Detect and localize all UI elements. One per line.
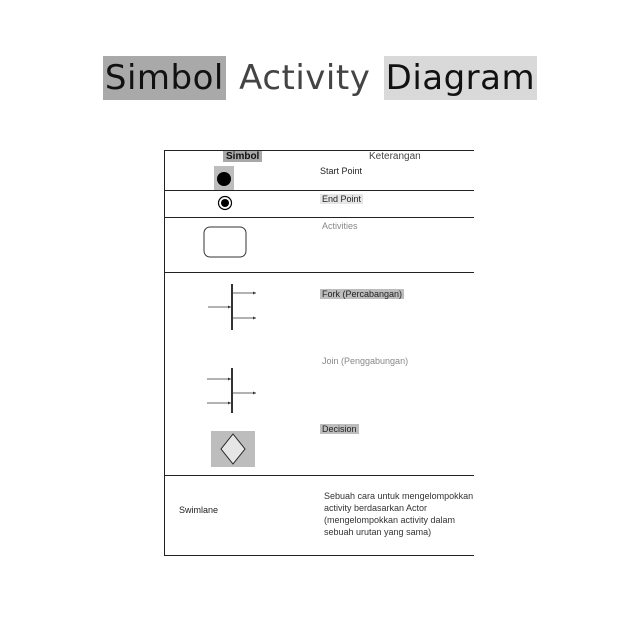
- title-word-activity: Activity: [239, 58, 371, 98]
- activity-symbol: [200, 223, 254, 268]
- table-divider: [164, 475, 474, 476]
- page-title: Simbol Activity Diagram: [0, 56, 640, 100]
- decision-symbol: [211, 431, 255, 472]
- table-divider: [164, 217, 474, 218]
- fork-label: Fork (Percabangan): [320, 289, 405, 299]
- join-symbol: [204, 365, 264, 420]
- start-point-label: Start Point: [320, 166, 363, 176]
- decision-label: Decision: [320, 424, 359, 434]
- table-divider: [164, 150, 474, 151]
- table-divider: [164, 272, 474, 273]
- join-label: Join (Penggabungan): [322, 356, 409, 366]
- table-divider: [164, 190, 474, 191]
- header-symbol: Simbol: [223, 151, 263, 162]
- title-word-diagram: Diagram: [383, 56, 538, 100]
- activities-label: Activities: [322, 221, 358, 231]
- swimlane-label: Swimlane: [179, 505, 219, 515]
- header-description: Keterangan: [369, 151, 421, 162]
- fork-symbol: [204, 282, 264, 337]
- end-point-symbol: [217, 195, 233, 216]
- title-word-simbol: Simbol: [102, 56, 226, 100]
- table-left-border: [164, 150, 165, 556]
- symbol-table: Simbol Keterangan Start Point End Point …: [164, 150, 474, 556]
- start-point-symbol: [214, 166, 234, 195]
- end-point-label: End Point: [320, 194, 364, 204]
- swimlane-description: Sebuah cara untuk mengelompokkan activit…: [324, 491, 474, 537]
- table-divider: [164, 555, 474, 556]
